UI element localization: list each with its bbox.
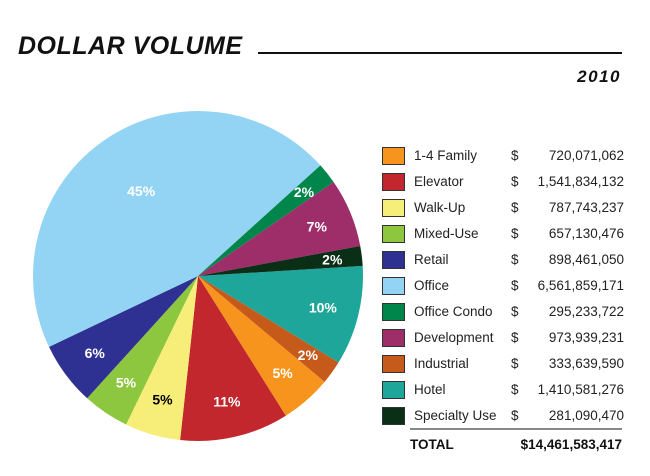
legend-item: Office Condo $ 295,233,722 [382,301,624,327]
legend-item: 1-4 Family $ 720,071,062 [382,145,624,171]
legend-label: Office Condo [414,304,493,319]
legend-item: Walk-Up $ 787,743,237 [382,197,624,223]
legend-amount: 1,410,581,276 [537,382,624,397]
legend-swatch [382,329,405,347]
pie-data-label: 2% [294,184,315,200]
legend-currency: $ [511,252,519,267]
pie-data-label: 2% [322,252,343,268]
legend-amount: 333,639,590 [548,356,624,371]
legend-item: Hotel $ 1,410,581,276 [382,379,624,405]
title-rule [258,52,622,54]
legend-currency: $ [511,200,519,215]
legend-currency: $ [511,278,519,293]
legend-label: 1-4 Family [414,148,478,163]
legend-item: Industrial $ 333,639,590 [382,353,624,379]
legend-currency: $ [511,226,519,241]
pie-data-label: 7% [307,219,328,235]
total-amount: $14,461,583,417 [520,437,622,452]
legend-currency: $ [511,382,519,397]
legend-swatch [382,277,405,295]
pie-slice-1-4-family [198,276,325,416]
pie-data-label: 45% [127,183,156,199]
legend-amount: 295,233,722 [548,304,624,319]
legend-swatch [382,355,405,373]
pie-slice-development [198,181,361,276]
legend-item: Development $ 973,939,231 [382,327,624,353]
legend-amount: 657,130,476 [548,226,624,241]
legend-amount: 720,071,062 [548,148,624,163]
pie-slice-elevator [180,276,286,441]
total-rule [410,428,622,430]
legend-swatch [382,303,405,321]
legend-label: Walk-Up [414,200,466,215]
legend-label: Retail [414,252,449,267]
pie-slice-hotel [198,265,363,363]
pie-slice-mixed-use [87,276,198,425]
chart-subtitle-year: 2010 [577,67,621,86]
legend-amount: 6,561,859,171 [537,278,624,293]
legend-item: Office $ 6,561,859,171 [382,275,624,301]
total-label: TOTAL [410,437,454,452]
pie-data-label: 2% [298,347,319,363]
legend-item: Specialty Use $ 281,090,470 [382,405,624,431]
pie-slice-retail [48,276,198,399]
legend-label: Office [414,278,450,293]
pie-data-label: 11% [213,393,241,409]
pie-data-label: 6% [85,345,106,361]
legend-amount: 898,461,050 [548,252,624,267]
pie-data-label: 10% [309,299,338,315]
legend-label: Development [414,330,494,345]
total-row: TOTAL $14,461,583,417 [410,437,622,452]
legend-swatch [382,381,405,399]
legend-label: Elevator [414,174,464,189]
legend-swatch [382,251,405,269]
pie-data-label: 5% [273,365,294,381]
legend-label: Industrial [414,356,469,371]
legend-amount: 973,939,231 [548,330,624,345]
legend-swatch [382,407,405,425]
legend-item: Elevator $ 1,541,834,132 [382,171,624,197]
legend: 1-4 Family $ 720,071,062 Elevator $ 1,54… [382,145,624,431]
legend-amount: 281,090,470 [548,408,624,423]
pie-slice-walk-up [126,276,198,441]
chart-title: DOLLAR VOLUME [18,32,243,60]
legend-currency: $ [511,304,519,319]
legend-swatch [382,173,405,191]
legend-item: Mixed-Use $ 657,130,476 [382,223,624,249]
pie-data-label: 5% [116,375,137,391]
legend-label: Mixed-Use [414,226,479,241]
pie-slice-office-condo [198,165,334,276]
legend-currency: $ [511,148,519,163]
legend-label: Hotel [414,382,446,397]
legend-label: Specialty Use [414,408,497,423]
legend-swatch [382,199,405,217]
legend-item: Retail $ 898,461,050 [382,249,624,275]
legend-currency: $ [511,330,519,345]
pie-slice-specialty-use [198,245,363,276]
pie-slice-office [32,110,321,347]
legend-currency: $ [511,174,519,189]
legend-currency: $ [511,408,519,423]
legend-amount: 787,743,237 [548,200,624,215]
pie-data-label: 5% [152,392,173,408]
pie-slice-industrial [198,276,339,382]
legend-amount: 1,541,834,132 [537,174,624,189]
legend-swatch [382,225,405,243]
legend-currency: $ [511,356,519,371]
legend-swatch [382,147,405,165]
